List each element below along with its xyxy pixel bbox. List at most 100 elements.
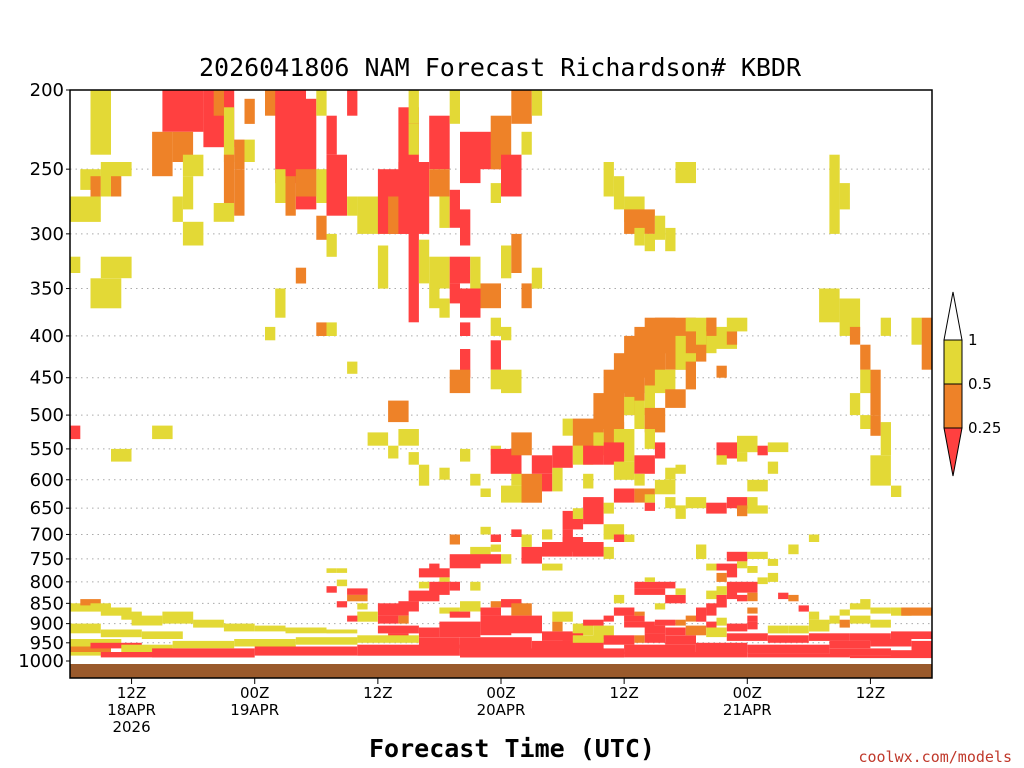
ri-cell: [408, 123, 419, 155]
ri-cell: [182, 154, 204, 177]
ri-cell: [162, 611, 194, 624]
ri-cell: [326, 629, 358, 634]
ri-cell: [849, 633, 891, 641]
ri-cell: [737, 435, 758, 453]
ri-cell: [552, 467, 563, 492]
ri-cell: [377, 615, 399, 624]
ri-cell: [583, 473, 594, 489]
ri-cell: [470, 581, 481, 591]
ri-cell: [624, 652, 748, 658]
ri-cell: [449, 581, 460, 591]
ri-cell: [644, 577, 655, 582]
ri-cell: [316, 215, 327, 240]
ri-cell: [460, 288, 481, 318]
ri-cell: [685, 317, 696, 332]
ri-cell: [808, 534, 820, 542]
y-tick-label: 550: [30, 439, 64, 460]
ri-cell: [511, 603, 532, 616]
ri-cell: [408, 221, 419, 323]
ri-cell: [716, 365, 727, 378]
ri-cell: [326, 115, 337, 155]
ri-cell: [275, 169, 286, 203]
x-tick-label: 12Z: [609, 684, 638, 702]
ri-cell: [675, 464, 686, 474]
ri-cell: [737, 452, 748, 462]
ri-cell: [439, 298, 450, 318]
ri-cell: [696, 642, 748, 652]
ri-cell: [583, 497, 604, 525]
ri-cell: [870, 639, 912, 647]
ri-cell: [501, 554, 512, 564]
ri-cell: [870, 455, 891, 486]
ri-cell: [829, 648, 891, 656]
ri-cell: [726, 331, 738, 345]
ri-cell: [624, 396, 635, 416]
ri-cell: [480, 488, 491, 497]
ri-cell: [726, 497, 748, 509]
ri-cell: [613, 176, 625, 210]
ri-cell: [521, 283, 532, 309]
x-tick-label: 12Z: [856, 684, 885, 702]
ri-cell: [767, 625, 789, 634]
ri-cell: [100, 169, 112, 197]
ri-cell: [747, 551, 768, 559]
ri-cell: [347, 615, 358, 622]
ri-cell: [675, 335, 686, 362]
ri-cell: [634, 473, 645, 486]
ri-cell: [480, 554, 501, 564]
ri-cell: [737, 561, 748, 569]
ri-cell: [706, 621, 717, 628]
ri-cell: [223, 107, 235, 162]
x-tick-label: 20APR: [477, 701, 526, 719]
y-tick-label: 650: [30, 498, 64, 519]
ri-cell: [470, 473, 481, 486]
ri-cell: [552, 445, 573, 468]
ri-cell: [603, 162, 614, 197]
ri-cell: [449, 189, 460, 228]
ri-cell: [737, 581, 758, 593]
ri-cell: [90, 176, 101, 197]
ri-cell: [675, 588, 686, 595]
ri-cell: [439, 467, 450, 480]
ri-cell: [265, 326, 276, 341]
ri-cell: [326, 586, 337, 593]
ri-cell: [542, 631, 573, 641]
y-tick-label: 950: [30, 633, 64, 654]
ri-cell: [901, 607, 932, 616]
ri-cell: [449, 534, 460, 545]
ri-cell: [696, 335, 707, 362]
ri-cell: [460, 322, 471, 336]
ri-cell: [696, 317, 707, 336]
ri-cell: [644, 429, 655, 449]
ri-cell: [223, 623, 255, 632]
ri-cell: [757, 577, 768, 585]
ri-cell: [808, 633, 850, 641]
y-tick-label: 300: [30, 224, 64, 245]
ri-cell: [706, 590, 717, 600]
ri-cell: [747, 607, 758, 614]
ri-cell: [460, 349, 471, 378]
ri-cell: [696, 607, 707, 622]
ri-cell: [408, 90, 419, 124]
ri-cell: [911, 317, 922, 345]
ri-cell: [501, 245, 512, 279]
ri-cell: [798, 605, 809, 612]
ri-cell: [234, 639, 296, 647]
ri-cell: [531, 267, 543, 289]
y-tick-label: 850: [30, 593, 64, 614]
ri-cell: [460, 601, 481, 612]
ri-cell: [388, 196, 399, 234]
ri-cell: [849, 393, 861, 416]
ri-cell: [336, 579, 348, 587]
ri-cell: [357, 635, 419, 643]
ri-cell: [172, 131, 194, 162]
ri-cell: [891, 631, 932, 639]
ri-cell: [839, 619, 850, 628]
ri-cell: [70, 425, 81, 440]
ri-cell: [480, 526, 491, 535]
ri-cell: [121, 644, 173, 653]
ri-cell: [377, 625, 419, 634]
ri-cell: [439, 621, 481, 638]
ri-cell: [490, 534, 501, 542]
x-tick-label: 00Z: [486, 684, 515, 702]
